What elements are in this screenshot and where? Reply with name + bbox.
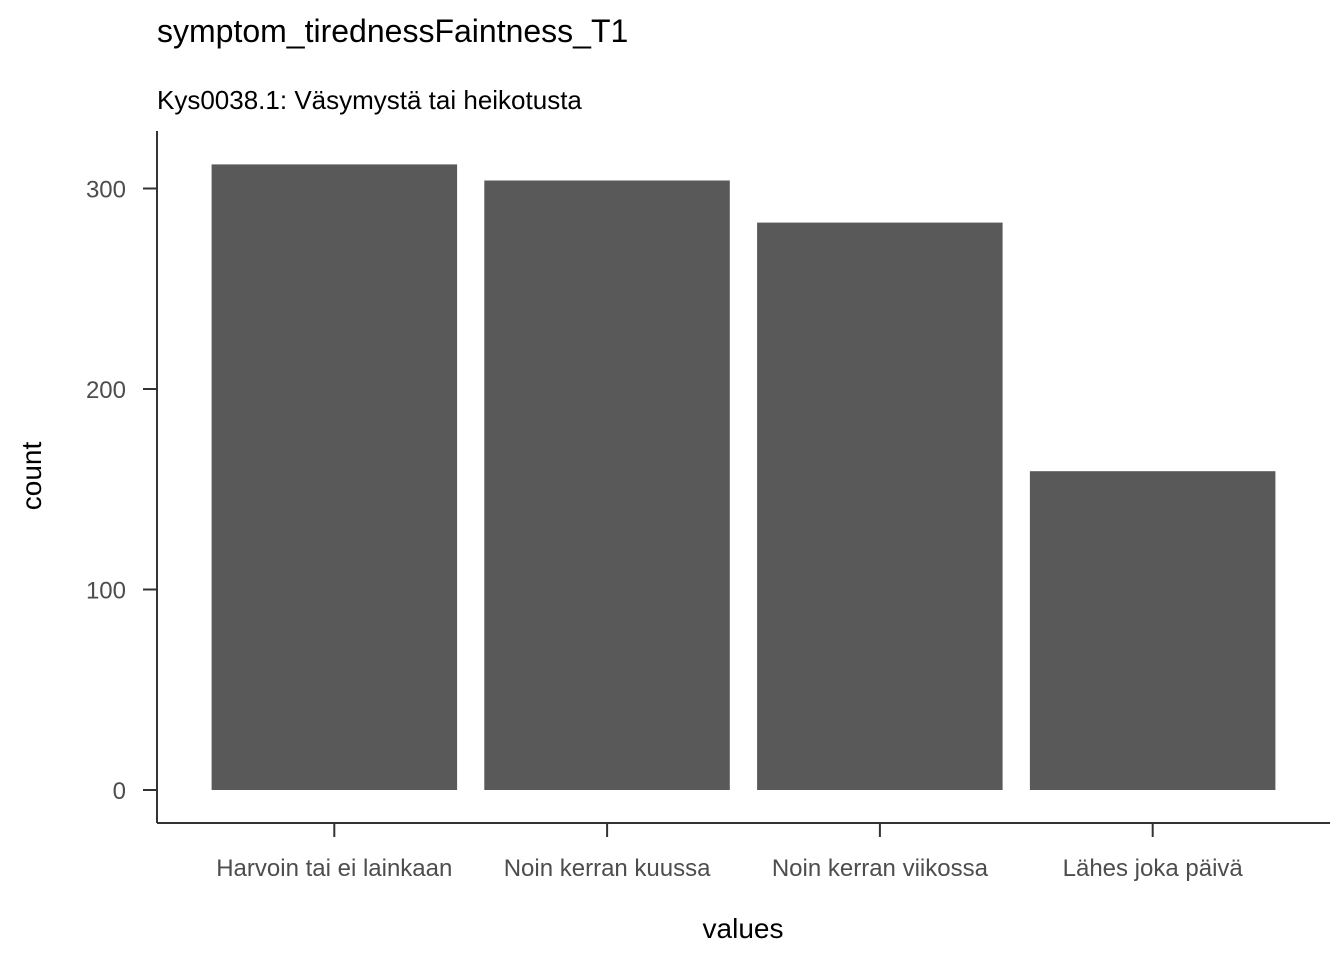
x-axis-title: values [703,913,784,944]
x-axis-ticks: Harvoin tai ei lainkaan Noin kerran kuuss… [216,823,1243,882]
x-tick-label: Noin kerran kuussa [504,855,711,882]
bar-2 [484,180,730,790]
bars-group [211,164,1276,791]
bar-3 [757,222,1003,791]
y-tick-label: 200 [86,377,126,404]
y-tick-label: 300 [86,177,126,204]
bar-1 [211,164,458,790]
chart-title: symptom_tirednessFaintness_T1 [157,13,628,49]
y-tick-label: 0 [113,778,126,805]
x-tick-label: Noin kerran viikossa [772,855,989,882]
x-tick-label: Harvoin tai ei lainkaan [216,855,452,882]
y-tick-label: 100 [86,578,126,605]
y-axis-ticks: 0 100 200 300 [86,177,157,805]
y-axis-title: count [16,442,47,511]
bar-4 [1029,471,1276,790]
x-tick-label: Lähes joka päivä [1063,855,1244,882]
chart-subtitle: Kys0038.1: Väsymystä tai heikotusta [157,85,582,115]
